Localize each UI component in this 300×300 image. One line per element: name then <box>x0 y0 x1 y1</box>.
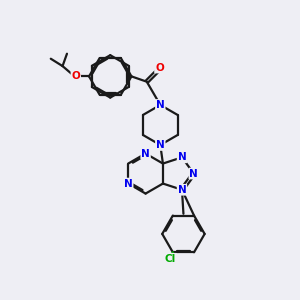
Text: O: O <box>155 63 164 73</box>
Text: O: O <box>71 71 80 81</box>
Text: N: N <box>141 148 150 158</box>
Text: N: N <box>156 100 165 110</box>
Text: N: N <box>178 185 186 195</box>
Text: Cl: Cl <box>165 254 176 264</box>
Text: N: N <box>178 152 186 162</box>
Text: N: N <box>189 169 198 178</box>
Text: N: N <box>156 140 165 150</box>
Text: N: N <box>124 178 133 189</box>
